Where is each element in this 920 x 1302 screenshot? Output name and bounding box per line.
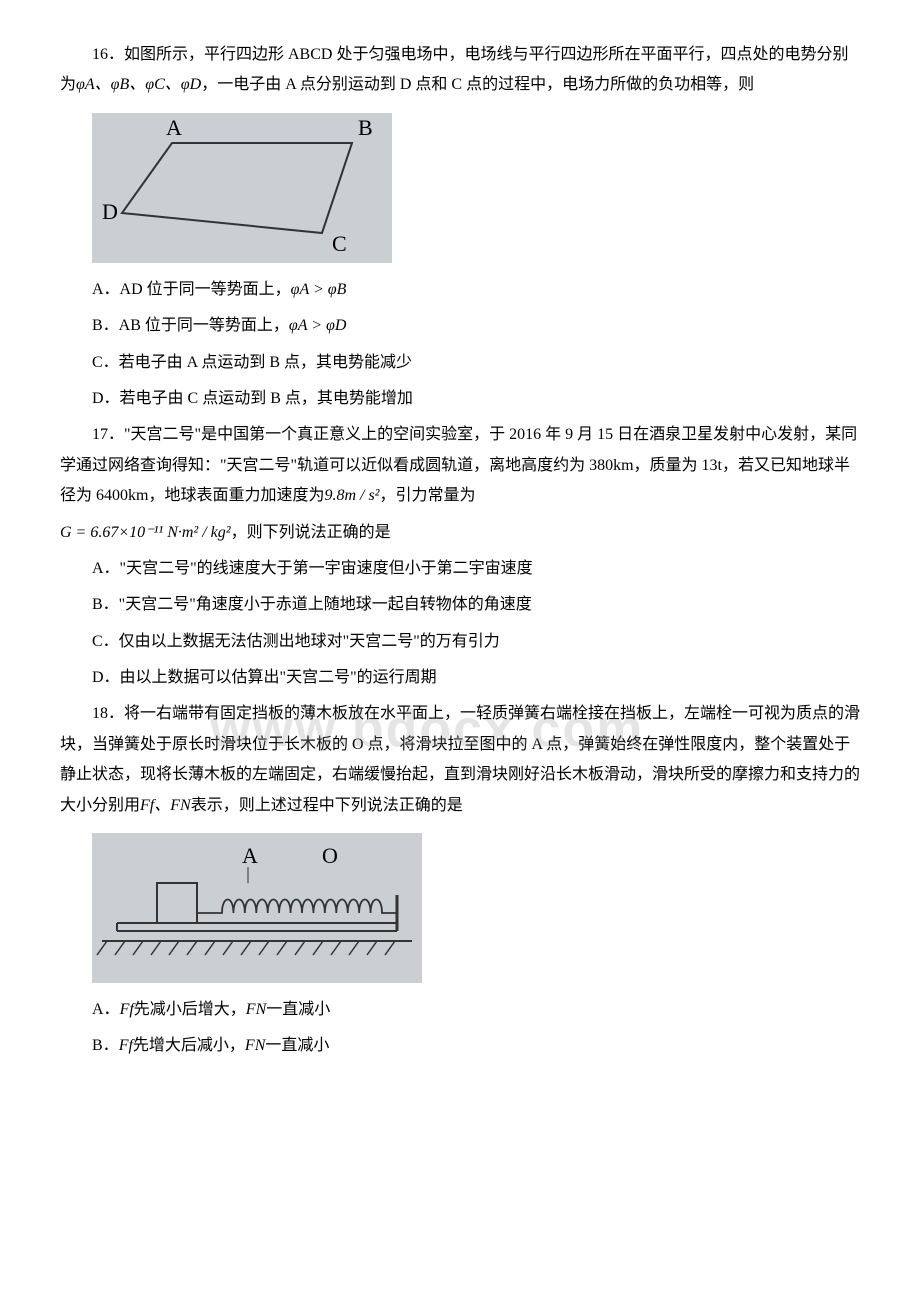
q16-figure: A B C D	[92, 113, 860, 263]
svg-text:D: D	[102, 199, 118, 224]
q16-optA-rel: φA > φB	[291, 281, 347, 298]
q16-option-d: D．若电子由 C 点运动到 B 点，其电势能增加	[60, 384, 860, 414]
q18-stem-tail: 表示，则上述过程中下列说法正确的是	[191, 797, 463, 814]
q16-option-b: B．AB 位于同一等势面上，φA > φD	[60, 311, 860, 341]
q17-option-a: A．"天宫二号"的线速度大于第一宇宙速度但小于第二宇宙速度	[60, 554, 860, 584]
q16-optA-pre: A．AD 位于同一等势面上，	[92, 281, 291, 298]
q17-G-value: G = 6.67×10⁻¹¹ N·m² / kg²	[60, 524, 231, 541]
q18-option-a: A．Ff先减小后增大，FN一直减小	[60, 995, 860, 1025]
q17-option-d: D．由以上数据可以估算出"天宫二号"的运行周期	[60, 663, 860, 693]
q17-stem-tail2: ，则下列说法正确的是	[231, 524, 391, 541]
q18-optA-txt2: 一直减小	[266, 1001, 330, 1018]
q17-g: 9.8m / s²	[324, 487, 379, 504]
q16-optB-pre: B．AB 位于同一等势面上，	[92, 317, 289, 334]
q16-optB-rel: φA > φD	[289, 317, 347, 334]
q18-stem: 18．将一右端带有固定挡板的薄木板放在水平面上，一轻质弹簧右端栓接在挡板上，左端…	[60, 699, 860, 821]
q16-option-c: C．若电子由 A 点运动到 B 点，其电势能减少	[60, 348, 860, 378]
q18-optA-FN: FN	[246, 1001, 266, 1018]
svg-text:A: A	[242, 843, 258, 868]
q18-option-b: B．Ff先增大后减小，FN一直减小	[60, 1031, 860, 1061]
q18-figure: AO	[92, 833, 860, 983]
svg-text:O: O	[322, 843, 338, 868]
q18-optA-Ff: Ff	[120, 1001, 134, 1018]
q18-optA-txt1: 先减小后增大，	[134, 1001, 246, 1018]
q16-option-a: A．AD 位于同一等势面上，φA > φB	[60, 275, 860, 305]
q16-phi-list: φA、φB、φC、φD	[76, 76, 201, 93]
svg-text:B: B	[358, 115, 373, 140]
q18-force-list: Ff、FN	[140, 797, 191, 814]
svg-text:C: C	[332, 231, 347, 256]
q17-formula-line: G = 6.67×10⁻¹¹ N·m² / kg²，则下列说法正确的是	[60, 518, 860, 548]
q18-optB-txt1: 先增大后减小，	[133, 1037, 245, 1054]
q18-optB-FN: FN	[245, 1037, 265, 1054]
q17-stem-tail1: ，引力常量为	[379, 487, 475, 504]
q17-option-c: C．仅由以上数据无法估测出地球对"天宫二号"的万有引力	[60, 627, 860, 657]
q18-optB-pre: B．	[92, 1037, 119, 1054]
q18-optB-txt2: 一直减小	[265, 1037, 329, 1054]
q16-stem: 16．如图所示，平行四边形 ABCD 处于匀强电场中，电场线与平行四边形所在平面…	[60, 40, 860, 101]
q17-option-b: B．"天宫二号"角速度小于赤道上随地球一起自转物体的角速度	[60, 590, 860, 620]
q18-optA-pre: A．	[92, 1001, 120, 1018]
svg-text:A: A	[166, 115, 182, 140]
q17-stem: 17．"天宫二号"是中国第一个真正意义上的空间实验室，于 2016 年 9 月 …	[60, 420, 860, 511]
q18-optB-Ff: Ff	[119, 1037, 133, 1054]
q16-stem-text-2: ，一电子由 A 点分别运动到 D 点和 C 点的过程中，电场力所做的负功相等，则	[201, 76, 754, 93]
